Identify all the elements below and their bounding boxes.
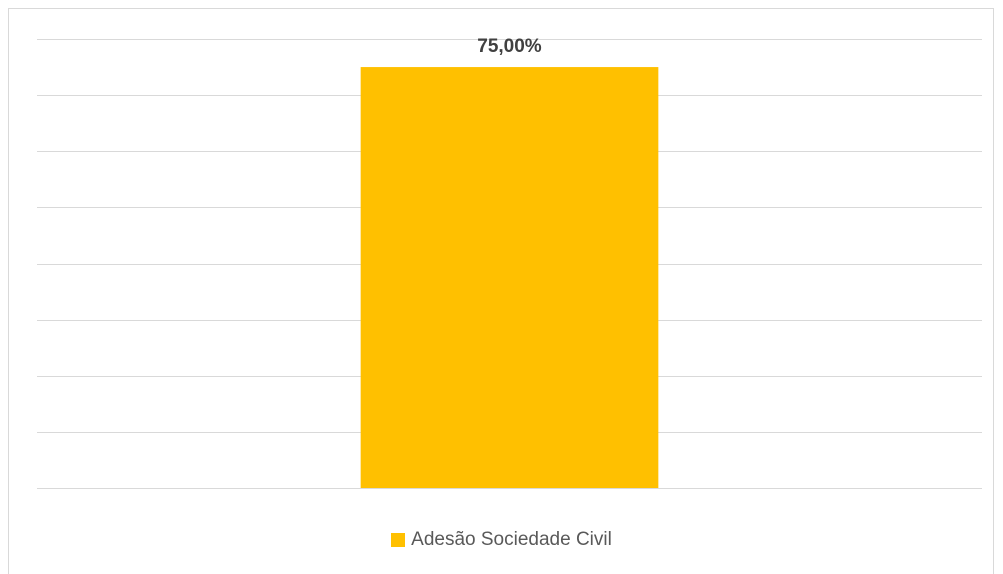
bar-data-label: 75,00% bbox=[477, 36, 542, 57]
bars bbox=[360, 67, 659, 488]
legend-label: Adesão Sociedade Civil bbox=[411, 529, 612, 550]
bar bbox=[360, 67, 659, 488]
data-labels: 75,00% bbox=[477, 36, 542, 57]
legend: Adesão Sociedade Civil bbox=[0, 527, 1003, 553]
legend-swatch bbox=[391, 533, 406, 547]
